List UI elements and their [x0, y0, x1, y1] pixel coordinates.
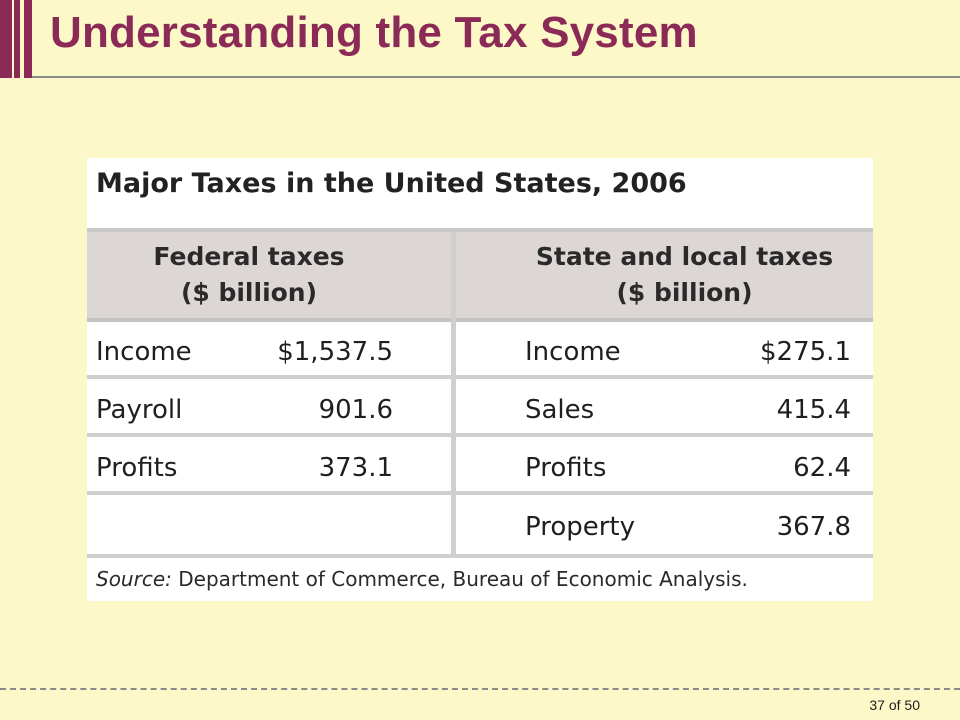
- title-divider: [32, 76, 960, 78]
- row-divider: [87, 375, 873, 379]
- column-divider: [451, 232, 456, 558]
- state-row-label: Profits: [525, 453, 607, 483]
- source-label: Source:: [96, 567, 172, 591]
- state-row-value: 415.4: [776, 395, 851, 425]
- accent-bar-right: [24, 0, 32, 78]
- federal-row-value: $1,537.5: [277, 337, 393, 367]
- row-divider: [87, 433, 873, 437]
- federal-row-label: Payroll: [96, 395, 183, 425]
- header-divider: [87, 318, 873, 322]
- federal-header-line1: Federal taxes: [153, 242, 345, 271]
- page-current: 37: [869, 697, 885, 713]
- federal-row-label: Profits: [96, 453, 178, 483]
- federal-row-value: 901.6: [318, 395, 393, 425]
- source-text: Department of Commerce, Bureau of Econom…: [178, 567, 748, 591]
- table-title-divider: [87, 228, 873, 232]
- slide-title: Understanding the Tax System: [50, 8, 698, 57]
- row-divider: [87, 491, 873, 495]
- federal-header: Federal taxes ($ billion): [87, 239, 451, 311]
- table-header-band: [87, 232, 873, 320]
- state-header-line2: ($ billion): [616, 278, 753, 307]
- tax-table: Major Taxes in the United States, 2006 F…: [87, 158, 873, 601]
- page-number: 37 of 50: [869, 697, 920, 713]
- state-row-label: Income: [525, 337, 621, 367]
- footer-divider: [0, 688, 960, 690]
- federal-header-line2: ($ billion): [180, 278, 318, 307]
- state-header-line1: State and local taxes: [535, 242, 834, 271]
- table-title: Major Taxes in the United States, 2006: [96, 168, 687, 199]
- state-row-value: $275.1: [760, 337, 851, 367]
- page-total: 50: [904, 697, 920, 713]
- state-row-label: Sales: [525, 395, 595, 425]
- state-row-value: 62.4: [793, 453, 851, 483]
- federal-row-label: Income: [96, 337, 192, 367]
- accent-bar-left: [0, 0, 22, 78]
- state-header: State and local taxes ($ billion): [456, 239, 873, 311]
- page-of-label: of: [888, 697, 901, 713]
- state-row-value: 367.8: [776, 512, 851, 542]
- federal-row-value: 373.1: [318, 453, 393, 483]
- row-divider: [87, 554, 873, 558]
- state-row-label: Property: [525, 512, 636, 542]
- table-source: Source: Department of Commerce, Bureau o…: [96, 567, 748, 591]
